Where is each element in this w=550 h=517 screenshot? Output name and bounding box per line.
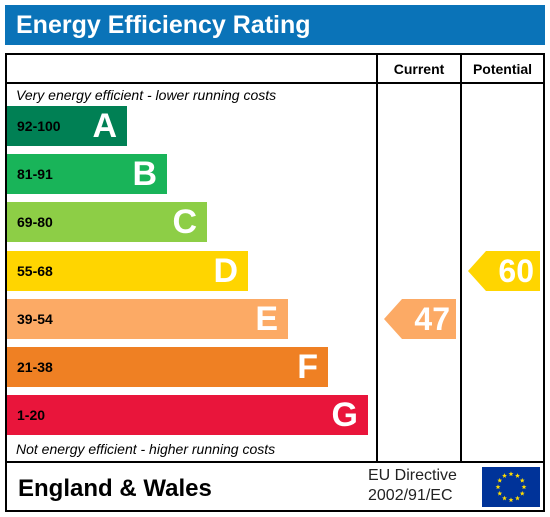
eu-flag-stars <box>495 471 527 503</box>
footer-divider <box>5 461 545 463</box>
potential-rating-value: 60 <box>498 253 534 289</box>
potential-column-header: Potential <box>472 61 533 77</box>
band-f-letter: F <box>297 348 318 386</box>
current-column-divider <box>376 53 378 463</box>
eu-star <box>497 490 503 496</box>
band-d-range: 55-68 <box>17 263 53 279</box>
eu-star <box>521 484 527 490</box>
eu-star <box>502 495 507 501</box>
eu-flag-icon <box>482 467 540 507</box>
eu-star <box>519 477 525 483</box>
current-column-header: Current <box>393 61 445 77</box>
eu-star <box>495 484 501 490</box>
band-b-range: 81-91 <box>17 166 53 182</box>
eu-directive-line2: 2002/91/EC <box>368 487 453 504</box>
band-d-letter: D <box>213 252 238 290</box>
rating-frame <box>5 53 545 512</box>
eu-star <box>502 473 507 478</box>
bottom-note: Not energy efficient - higher running co… <box>16 441 276 457</box>
potential-column-divider <box>460 53 462 463</box>
band-c-range: 69-80 <box>17 214 53 230</box>
band-c-letter: C <box>172 203 197 241</box>
band-d: 55-68 D <box>7 251 248 291</box>
band-a-letter: A <box>92 107 117 145</box>
band-e-range: 39-54 <box>17 311 53 327</box>
eu-star <box>515 495 520 501</box>
header-divider <box>5 82 545 84</box>
top-note: Very energy efficient - lower running co… <box>16 87 277 103</box>
eu-star <box>508 471 514 477</box>
band-a-range: 92-100 <box>17 118 61 134</box>
eu-directive: EU Directive 2002/91/EC <box>368 466 476 506</box>
band-g-range: 1-20 <box>17 407 46 423</box>
eu-star <box>508 497 514 503</box>
band-b-letter: B <box>132 155 157 193</box>
eu-star <box>497 477 503 483</box>
band-f: 21-38 F <box>7 347 328 387</box>
band-c: 69-80 C <box>7 202 207 242</box>
potential-rating-arrow: 60 <box>468 251 540 291</box>
band-g: 1-20 G <box>7 395 368 435</box>
band-f-range: 21-38 <box>17 359 53 375</box>
current-rating-value: 47 <box>414 301 450 337</box>
region-label: England & Wales <box>18 475 212 502</box>
band-e: 39-54 E <box>7 299 288 339</box>
current-rating-arrow: 47 <box>384 299 456 339</box>
band-a: 92-100 A <box>7 106 127 146</box>
band-b: 81-91 B <box>7 154 167 194</box>
eu-star <box>519 490 525 496</box>
page-title: Energy Efficiency Rating <box>5 5 545 45</box>
band-g-letter: G <box>331 396 358 434</box>
eu-directive-line1: EU Directive <box>368 467 457 484</box>
eu-star <box>515 473 520 478</box>
band-e-letter: E <box>255 300 278 338</box>
